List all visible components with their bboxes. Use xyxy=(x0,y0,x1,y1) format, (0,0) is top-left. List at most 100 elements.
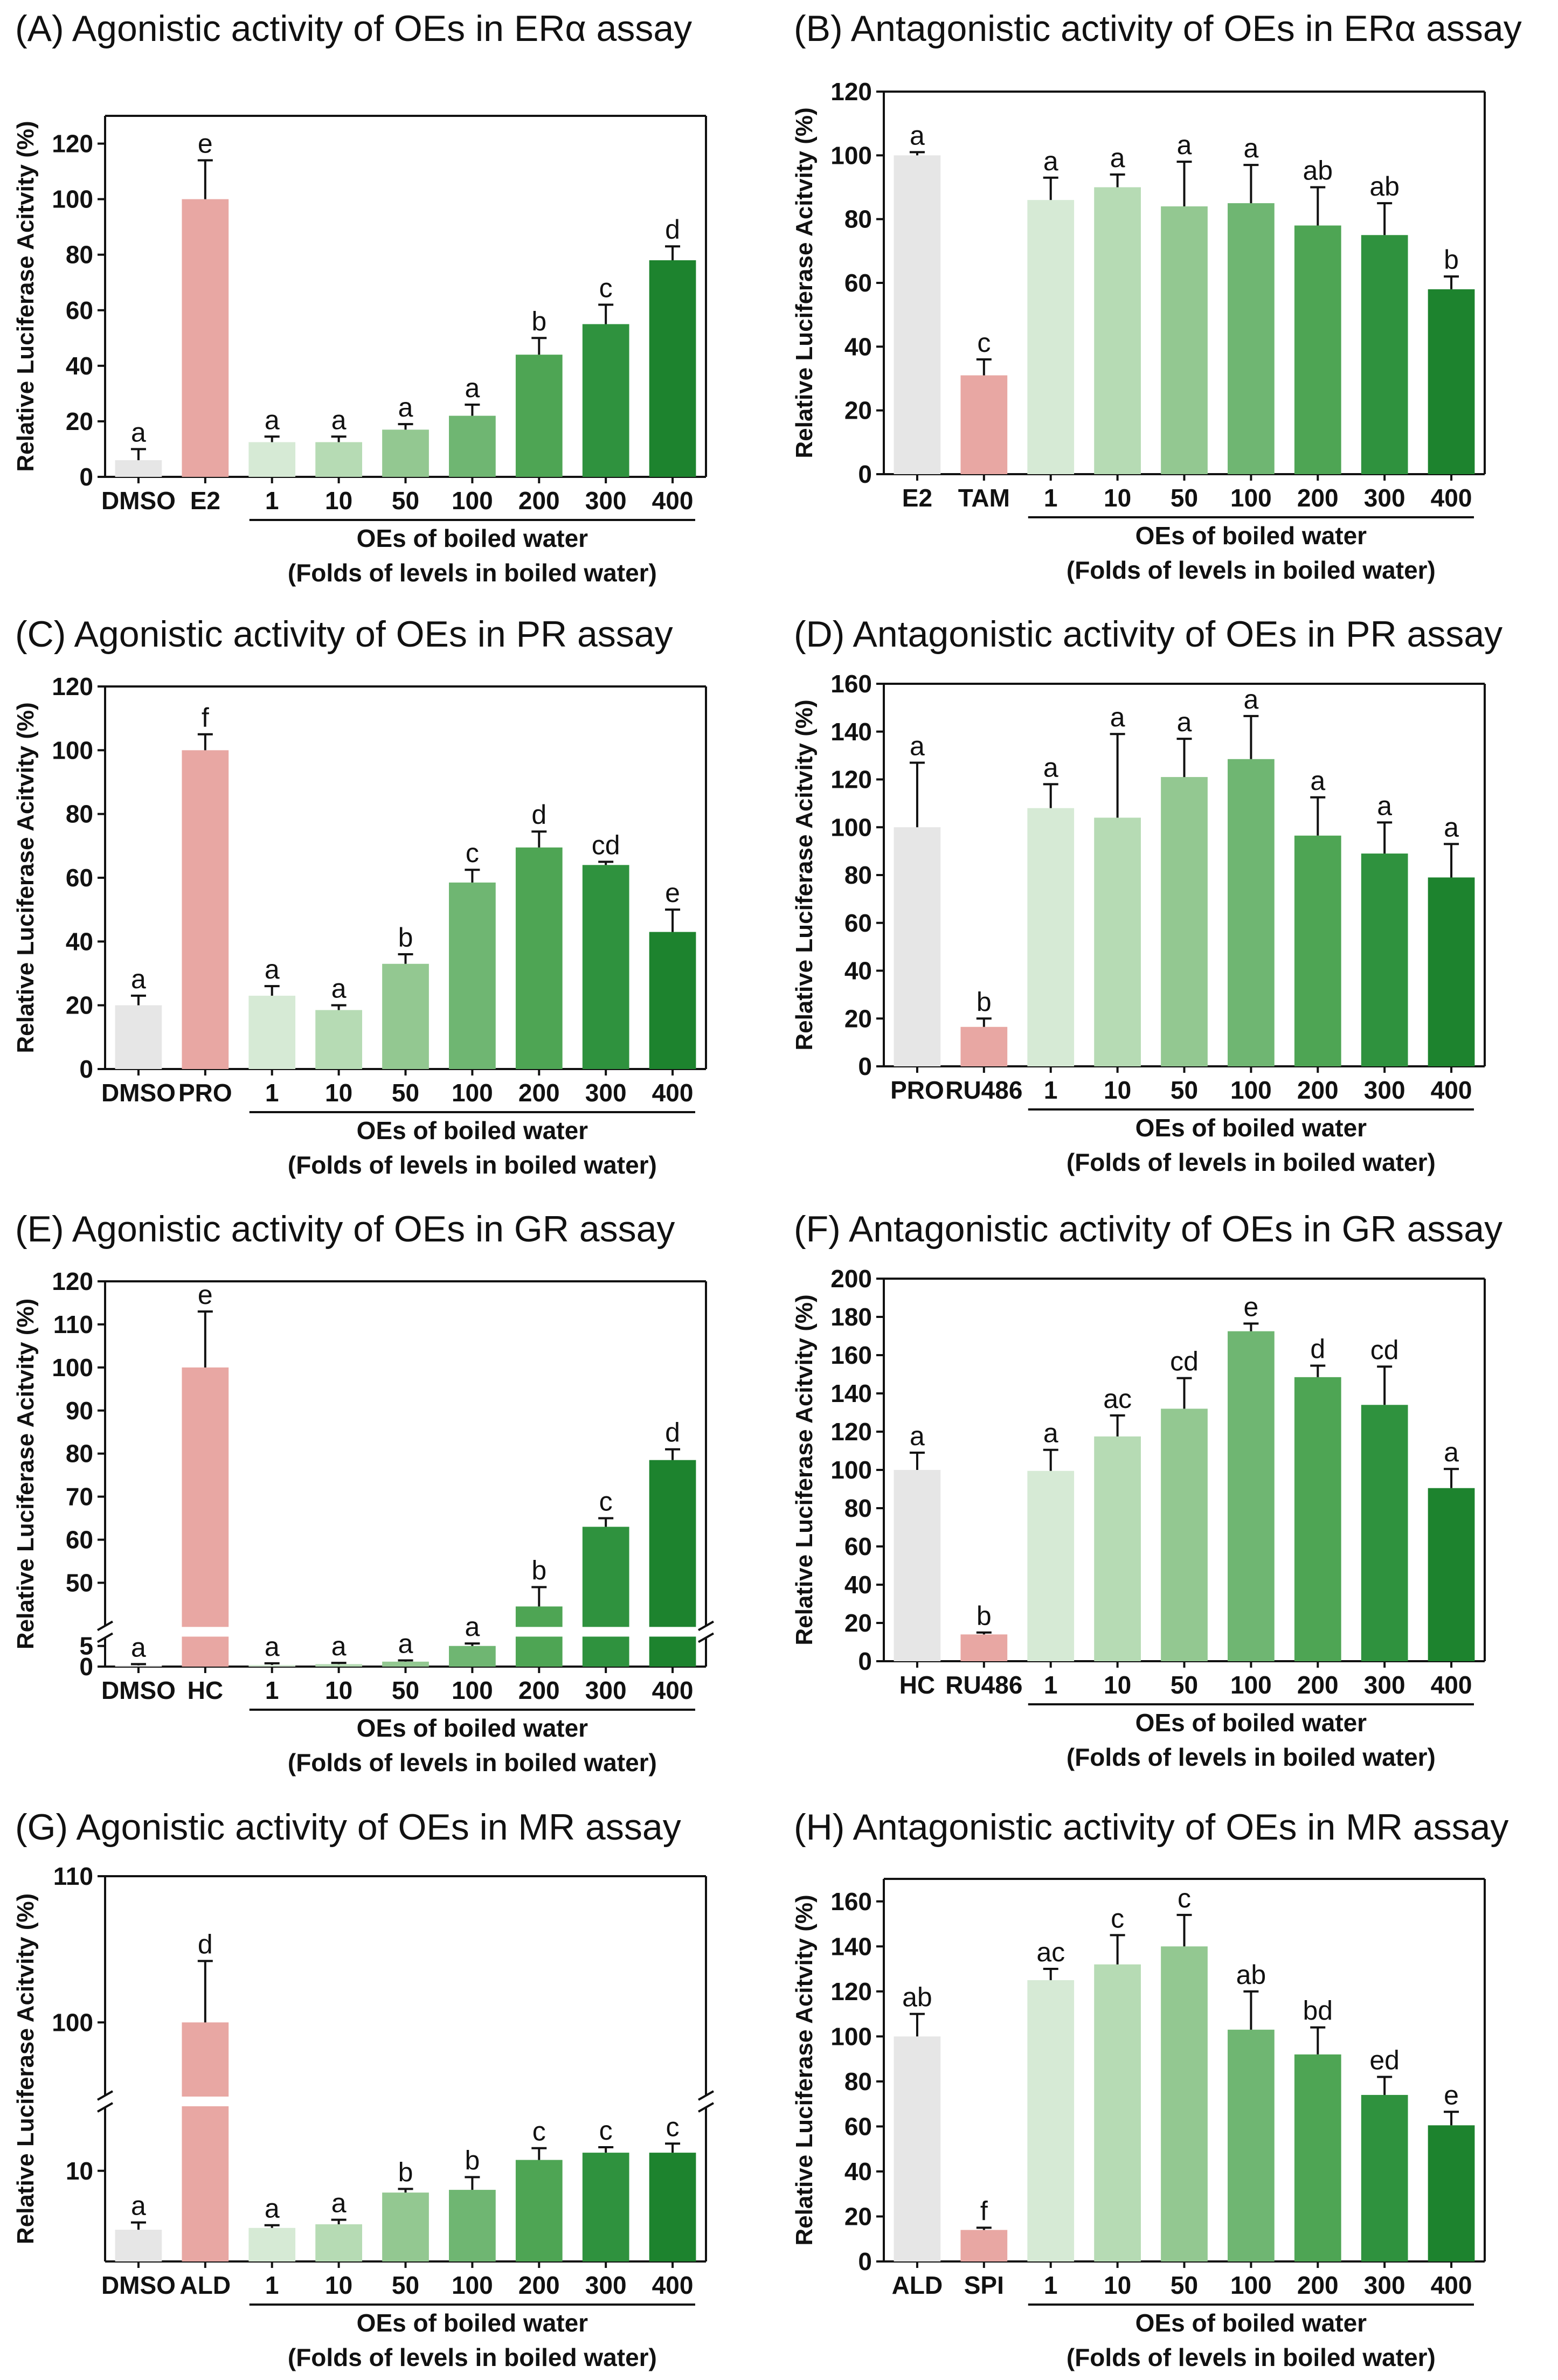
bar xyxy=(1428,289,1475,474)
y-tick-label: 5 xyxy=(79,1632,93,1660)
category-label: 300 xyxy=(585,487,627,515)
y-tick-label: 20 xyxy=(844,397,872,425)
bar xyxy=(1027,1470,1075,1661)
bar xyxy=(115,460,162,477)
y-tick-label: 200 xyxy=(830,1265,872,1293)
significance-letter: c xyxy=(599,1487,613,1517)
significance-letter: cd xyxy=(1170,1347,1199,1377)
significance-letter: a xyxy=(1377,790,1392,821)
category-label: PRO xyxy=(178,1079,232,1107)
significance-letter: ed xyxy=(1369,2045,1400,2076)
category-label: TAM xyxy=(958,484,1010,512)
category-label: 10 xyxy=(1104,484,1131,512)
y-tick-label: 80 xyxy=(844,1494,872,1522)
category-label: 200 xyxy=(1297,484,1339,512)
bar xyxy=(182,199,229,477)
category-label: 300 xyxy=(1364,2271,1405,2299)
y-tick-label: 60 xyxy=(844,269,872,297)
y-tick-label: 100 xyxy=(52,1354,93,1382)
category-label: SPI xyxy=(964,2271,1004,2299)
y-tick-label: 120 xyxy=(52,1267,93,1295)
category-label: 200 xyxy=(518,2271,560,2299)
category-label: 10 xyxy=(325,487,352,515)
bar xyxy=(248,2228,296,2261)
bar xyxy=(248,1664,296,1667)
category-label: 200 xyxy=(1297,1076,1339,1104)
significance-letter: a xyxy=(131,964,146,994)
bar xyxy=(894,2036,941,2261)
y-tick-label: 180 xyxy=(830,1303,872,1331)
panel-title: (H) Antagonistic activity of OEs in MR a… xyxy=(794,1807,1509,1848)
significance-letter: d xyxy=(665,1418,680,1448)
bar xyxy=(1361,235,1408,474)
significance-letter: a xyxy=(1043,146,1058,176)
y-tick-label: 80 xyxy=(844,2067,872,2095)
bar xyxy=(1027,200,1075,474)
bar xyxy=(582,324,629,477)
category-label: 100 xyxy=(1230,1671,1272,1699)
y-tick-label: 100 xyxy=(830,141,872,169)
category-label: DMSO xyxy=(101,1079,176,1107)
bar xyxy=(894,827,941,1066)
bar xyxy=(1361,2094,1408,2261)
significance-letter: e xyxy=(198,1280,213,1310)
category-label: 1 xyxy=(265,1079,279,1107)
category-label: 50 xyxy=(392,1676,419,1704)
category-label: 100 xyxy=(1230,1076,1272,1104)
y-tick-label: 0 xyxy=(858,460,872,488)
bar-chart: Relative Luciferase Acitvity (%) 10100110… xyxy=(12,1862,714,2371)
y-tick-label: 60 xyxy=(844,909,872,937)
category-label: 1 xyxy=(1044,484,1058,512)
y-tick-label: 0 xyxy=(79,1653,93,1681)
bar xyxy=(1228,1331,1275,1661)
bar xyxy=(894,155,941,474)
bar xyxy=(1027,1980,1075,2261)
bar xyxy=(1428,2125,1475,2261)
bar xyxy=(1027,808,1075,1066)
significance-letter: a xyxy=(1043,1418,1058,1448)
significance-letter: a xyxy=(131,417,146,447)
group-label: OEs of boiled water xyxy=(1135,2309,1367,2337)
panel-title: (G) Agonistic activity of OEs in MR assa… xyxy=(15,1807,681,1848)
significance-letter: a xyxy=(1043,752,1058,782)
panel-a: (A) Agonistic activity of OEs in ERα ass… xyxy=(0,0,779,595)
y-tick-label: 120 xyxy=(830,766,872,794)
category-label: 50 xyxy=(1171,1671,1198,1699)
category-label: 400 xyxy=(1431,1671,1472,1699)
group-label: OEs of boiled water xyxy=(357,2309,588,2337)
significance-letter: bd xyxy=(1303,1996,1333,2026)
category-label: 300 xyxy=(1364,1671,1405,1699)
bar xyxy=(1161,777,1208,1066)
bar xyxy=(115,1665,162,1667)
significance-letter: d xyxy=(665,214,680,245)
group-label: OEs of boiled water xyxy=(357,1714,588,1742)
y-tick-label: 160 xyxy=(830,670,872,698)
group-sublabel: (Folds of levels in boiled water) xyxy=(288,2343,657,2371)
bar xyxy=(1094,1436,1141,1661)
y-tick-label: 60 xyxy=(844,1532,872,1560)
category-label: 200 xyxy=(518,1079,560,1107)
y-tick-label: 120 xyxy=(830,1418,872,1446)
panel-b: (B) Antagonistic activity of OEs in ERα … xyxy=(779,0,1558,595)
significance-letter: d xyxy=(531,800,546,830)
y-tick-label: 140 xyxy=(830,1932,872,1960)
panel-title: (A) Agonistic activity of OEs in ERα ass… xyxy=(15,8,693,49)
axis-break-mark xyxy=(97,2090,113,2101)
category-label: 100 xyxy=(452,1079,493,1107)
y-tick-label: 60 xyxy=(66,296,93,324)
category-label: 400 xyxy=(652,1676,694,1704)
category-label: 200 xyxy=(518,487,560,515)
bar-chart: Relative Luciferase Acitvity (%) 0 20 40 60 8… xyxy=(12,672,707,1179)
y-tick-label: 20 xyxy=(844,1004,872,1032)
y-tick-label: 100 xyxy=(830,813,872,841)
bar-break-gap xyxy=(181,1627,230,1637)
significance-letter: b xyxy=(531,1555,546,1585)
y-tick-label: 40 xyxy=(844,957,872,985)
bar xyxy=(382,963,429,1069)
bar xyxy=(382,429,429,477)
bar xyxy=(960,2230,1008,2261)
panel-title: (E) Agonistic activity of OEs in GR assa… xyxy=(15,1209,675,1250)
significance-letter: a xyxy=(1243,684,1258,714)
y-tick-label: 160 xyxy=(830,1888,872,1916)
panel-g: (G) Agonistic activity of OEs in MR assa… xyxy=(0,1785,779,2380)
